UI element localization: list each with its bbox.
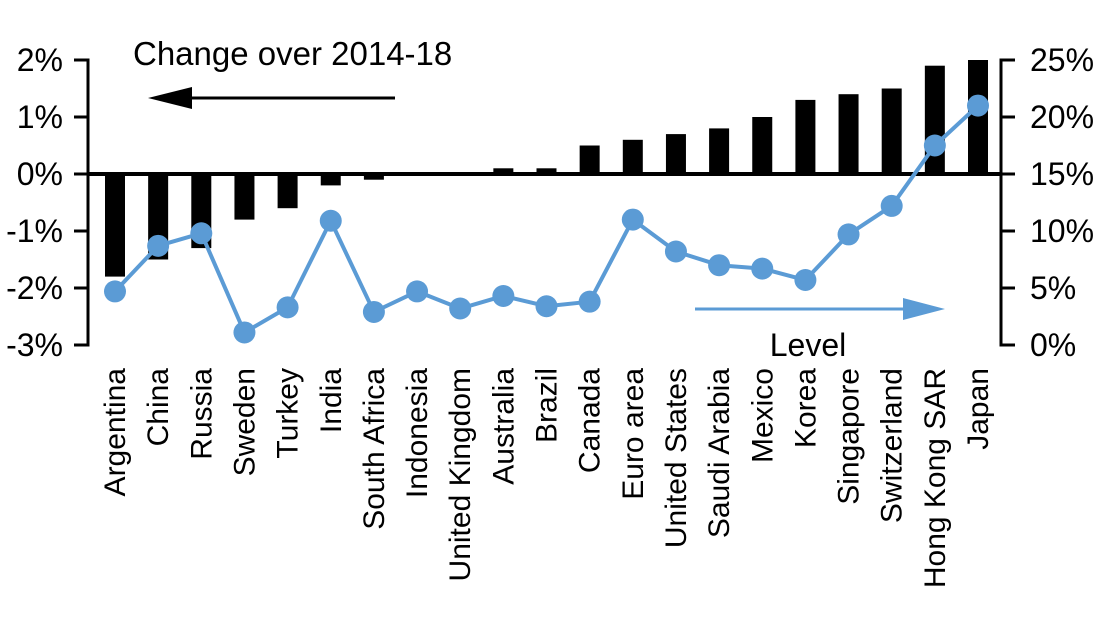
right-arrow-icon xyxy=(903,298,945,320)
bar-brazil xyxy=(536,168,557,174)
bar-turkey xyxy=(277,174,298,209)
marker-canada xyxy=(578,290,601,313)
marker-switzerland xyxy=(880,194,903,217)
marker-china xyxy=(147,234,170,257)
x-label-india: India xyxy=(315,368,348,433)
right-axis-tick-label: 0% xyxy=(1030,327,1076,363)
bar-sweden xyxy=(234,174,255,220)
marker-brazil xyxy=(535,295,558,318)
left-axis-tick-label: 2% xyxy=(17,42,63,78)
bars-legend-label: Change over 2014-18 xyxy=(133,35,452,72)
x-label-indonesia: Indonesia xyxy=(401,368,434,498)
x-label-australia: Australia xyxy=(487,368,520,485)
left-arrow-icon xyxy=(148,87,192,109)
right-axis-tick-label: 25% xyxy=(1030,42,1094,78)
marker-argentina xyxy=(104,280,126,303)
x-label-united-kingdom: United Kingdom xyxy=(444,368,477,581)
bar-argentina xyxy=(105,174,125,277)
x-label-mexico: Mexico xyxy=(746,368,779,463)
line-legend-label: Level xyxy=(770,327,847,363)
x-label-japan: Japan xyxy=(962,368,995,450)
marker-korea xyxy=(794,269,817,292)
x-label-euro-area: Euro area xyxy=(617,368,650,500)
marker-united-states xyxy=(664,240,687,263)
marker-south-africa xyxy=(362,300,385,323)
x-label-hong-kong-sar: Hong Kong SAR xyxy=(919,368,952,588)
marker-india xyxy=(319,209,342,232)
marker-turkey xyxy=(276,296,299,319)
bar-switzerland xyxy=(881,88,902,174)
bar-india xyxy=(320,174,341,186)
left-axis-tick-label: -1% xyxy=(6,213,63,249)
right-axis-tick-label: 15% xyxy=(1030,156,1094,192)
x-label-south-africa: South Africa xyxy=(358,368,391,530)
bar-australia xyxy=(493,168,514,174)
left-axis-tick-label: 1% xyxy=(17,99,63,135)
marker-euro-area xyxy=(621,208,644,231)
x-label-canada: Canada xyxy=(574,368,607,473)
x-label-saudi-arabia: Saudi Arabia xyxy=(703,368,736,538)
left-axis-tick-label: -3% xyxy=(6,327,63,363)
marker-mexico xyxy=(751,257,774,280)
x-label-brazil: Brazil xyxy=(531,368,564,443)
marker-indonesia xyxy=(406,280,429,303)
x-label-singapore: Singapore xyxy=(833,368,866,505)
x-label-russia: Russia xyxy=(185,368,218,460)
left-axis-tick-label: 0% xyxy=(17,156,63,192)
marker-singapore xyxy=(837,223,860,246)
bar-canada xyxy=(579,145,600,174)
bar-korea xyxy=(795,99,816,174)
bar-mexico xyxy=(752,117,773,174)
x-label-united-states: United States xyxy=(660,368,693,548)
marker-saudi-arabia xyxy=(708,254,731,277)
marker-united-kingdom xyxy=(449,297,472,320)
marker-russia xyxy=(190,222,213,245)
marker-australia xyxy=(492,284,515,307)
bar-south-africa xyxy=(363,174,384,180)
bar-singapore xyxy=(838,94,859,174)
x-label-korea: Korea xyxy=(789,368,822,448)
x-label-china: China xyxy=(142,368,175,447)
x-label-turkey: Turkey xyxy=(272,368,305,459)
marker-sweden xyxy=(233,321,256,344)
x-label-argentina: Argentina xyxy=(99,368,132,497)
x-label-switzerland: Switzerland xyxy=(876,368,909,523)
bar-saudi-arabia xyxy=(709,128,730,174)
bar-euro-area xyxy=(622,139,643,174)
right-axis-tick-label: 5% xyxy=(1030,270,1076,306)
left-axis-tick-label: -2% xyxy=(6,270,63,306)
marker-hong-kong-sar xyxy=(923,134,946,157)
marker-japan xyxy=(967,94,989,117)
right-axis-tick-label: 10% xyxy=(1030,213,1094,249)
bar-japan xyxy=(968,60,988,174)
x-label-sweden: Sweden xyxy=(228,368,261,476)
bar-united-states xyxy=(665,134,686,174)
right-axis-tick-label: 20% xyxy=(1030,99,1094,135)
